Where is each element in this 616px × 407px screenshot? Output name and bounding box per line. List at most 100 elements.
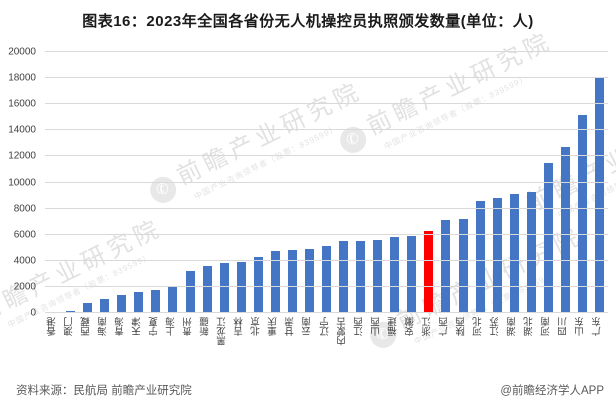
gridline	[45, 181, 608, 183]
x-tick-label: 浙江	[421, 317, 433, 336]
x-tick-label: 河北	[473, 317, 485, 336]
bar-吉林	[236, 262, 246, 313]
x-tick-label: 广西	[438, 317, 450, 336]
y-tick-label: 10000	[8, 177, 36, 188]
gridline	[45, 129, 608, 131]
x-tick-label: 内蒙古	[336, 317, 348, 346]
bars-layer	[45, 52, 608, 313]
x-tick-label: 河南	[541, 317, 553, 336]
gridline	[45, 51, 608, 52]
bar-slot	[182, 52, 199, 313]
y-tick-label: 4000	[13, 255, 36, 267]
x-tick-label: 香港	[46, 317, 58, 336]
plot-area	[45, 51, 608, 313]
bar-slot	[489, 52, 506, 313]
gridline	[45, 155, 608, 157]
bar-slot	[130, 52, 147, 313]
x-tick-label: 上海	[165, 317, 177, 336]
bar-slot	[420, 52, 437, 313]
bar-slot	[437, 52, 454, 313]
x-tick-label: 北京	[251, 317, 263, 336]
bar-北京	[253, 257, 263, 313]
bar-slot	[455, 52, 472, 313]
y-tick-label: 20000	[8, 46, 36, 58]
credit-note: @前瞻经济学人APP	[500, 385, 604, 397]
y-tick-label: 6000	[13, 229, 36, 241]
bar-广西	[441, 220, 451, 313]
x-tick-label: 湖南	[507, 317, 519, 336]
source-note: 资料来源：民航局 前瞻产业研究院	[16, 385, 192, 397]
bar-slot	[540, 52, 557, 313]
bar-slot	[301, 52, 318, 313]
gridline	[45, 77, 608, 79]
x-axis-labels: 香港 澳门 西藏 海南 青海 天津 宁夏 上海 贵州 新疆 黑龙江 吉林 北京 重庆 甘肃 云南 辽宁 内蒙古 江西…	[45, 316, 608, 380]
x-tick-label: 澳门	[63, 317, 75, 336]
bar-slot	[250, 52, 267, 313]
x-tick-label: 甘肃	[285, 317, 297, 336]
bar-湖南	[509, 194, 519, 313]
bar-slot	[318, 52, 335, 313]
x-tick-label: 云南	[302, 317, 314, 336]
x-tick-label: 广东	[592, 317, 604, 336]
bar-slot	[62, 52, 79, 313]
bar-天津	[134, 292, 144, 313]
bar-安徽	[407, 236, 417, 313]
x-tick-label: 黑龙江	[217, 317, 229, 346]
x-tick-label: 新疆	[200, 317, 212, 336]
bar-甘肃	[287, 250, 297, 313]
bar-山东	[577, 115, 587, 313]
x-tick-label: 西藏	[80, 317, 92, 336]
x-tick-label: 安徽	[404, 317, 416, 336]
bar-陕西	[458, 219, 468, 313]
bar-江西	[356, 241, 366, 313]
bar-slot	[199, 52, 216, 313]
bar-slot	[557, 52, 574, 313]
bar-河南	[543, 163, 553, 313]
y-tick-label: 12000	[8, 150, 36, 162]
y-tick-label: 2000	[13, 281, 36, 293]
x-tick-label: 辽宁	[319, 317, 331, 336]
gridline	[45, 285, 608, 287]
bar-浙江	[424, 231, 434, 313]
gridline	[45, 207, 608, 209]
bar-内蒙古	[339, 241, 349, 313]
bar-贵州	[185, 271, 195, 313]
x-tick-label: 海南	[97, 317, 109, 336]
bar-广东	[595, 78, 605, 313]
bar-重庆	[270, 251, 280, 313]
bar-slot	[506, 52, 523, 313]
bar-slot	[335, 52, 352, 313]
bar-slot	[164, 52, 181, 313]
bar-slot	[79, 52, 96, 313]
bar-slot	[147, 52, 164, 313]
bar-slot	[472, 52, 489, 313]
x-tick-label: 四川	[558, 317, 570, 336]
x-tick-label: 山西	[370, 317, 382, 336]
bar-青海	[117, 295, 127, 313]
bar-四川	[560, 147, 570, 313]
y-tick-label: 16000	[8, 98, 36, 110]
bar-slot	[591, 52, 608, 313]
x-tick-label: 青海	[114, 317, 126, 336]
gridline	[45, 233, 608, 235]
x-tick-label: 山东	[575, 317, 587, 336]
bar-湖北	[526, 192, 536, 313]
bar-slot	[216, 52, 233, 313]
x-tick-label: 湖北	[524, 317, 536, 336]
bar-slot	[233, 52, 250, 313]
bar-slot	[267, 52, 284, 313]
bar-slot	[284, 52, 301, 313]
bar-slot	[369, 52, 386, 313]
x-tick-label: 贵州	[183, 317, 194, 336]
bar-黑龙江	[219, 263, 229, 313]
y-tick-label: 14000	[8, 124, 36, 136]
bar-slot	[352, 52, 369, 313]
bar-福建	[390, 237, 400, 313]
bar-新疆	[202, 266, 212, 313]
x-tick-label: 宁夏	[148, 317, 160, 336]
gridline	[45, 259, 608, 261]
bar-山西	[373, 240, 383, 313]
bar-江苏	[492, 198, 502, 313]
bar-辽宁	[322, 246, 332, 313]
